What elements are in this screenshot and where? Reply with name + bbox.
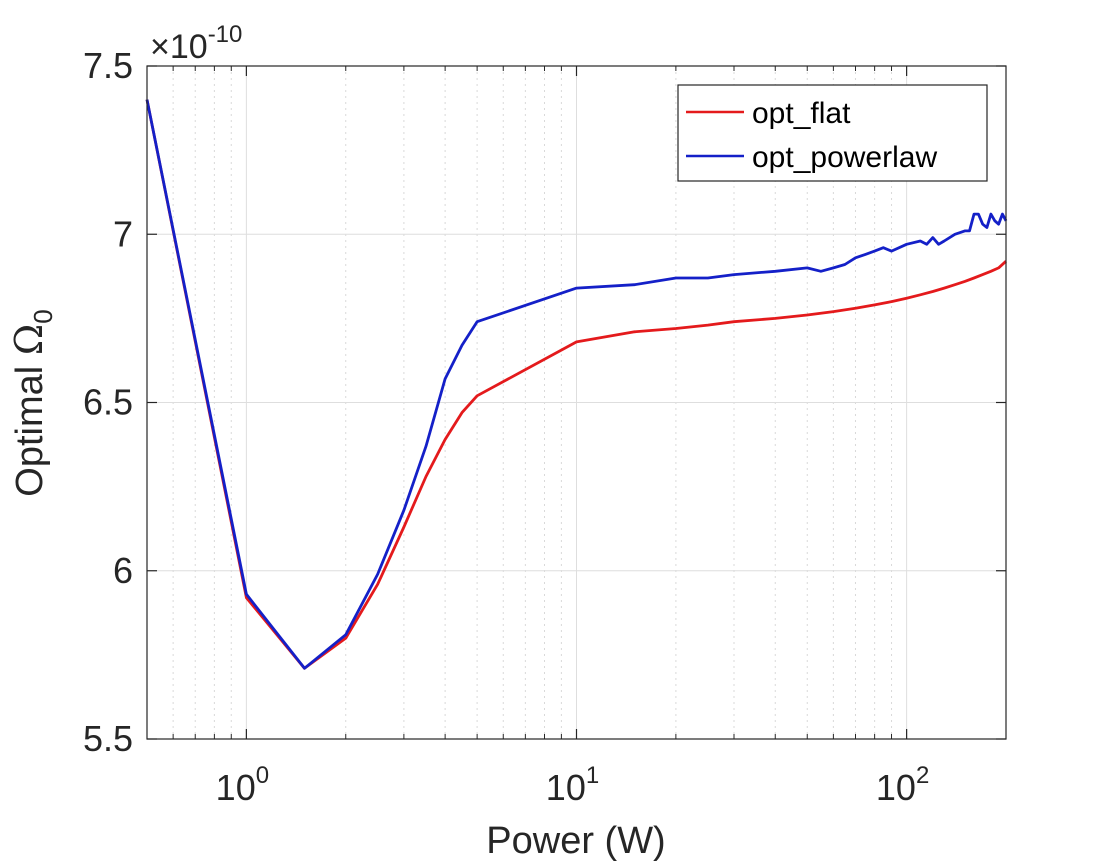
y-axis-multiplier: ×10-10 [150,21,242,66]
legend-label-opt-powerlaw: opt_powerlaw [752,141,937,174]
x-tick-label: 101 [546,762,599,808]
x-tick-exponent: 2 [916,762,929,789]
y-tick-label: 5.5 [83,718,133,759]
y-axis-label: Optimal Ω0 [7,309,58,496]
y-tick-labels: 5.5 6 6.5 7 7.5 [83,45,133,759]
x-tick-base: 10 [876,767,916,808]
x-tick-base: 10 [216,767,256,808]
x-axis-label: Power (W) [486,820,665,862]
tick-layer [147,65,1006,740]
x-tick-label: 102 [876,762,929,808]
series-layer [145,99,1008,670]
series-line-opt-powerlaw [145,99,1008,670]
y-axis-label-symbol: Ω [7,324,51,356]
y-tick-label: 7.5 [83,45,133,86]
y-tick-label: 6 [113,550,133,591]
series-line-opt-flat [145,99,1007,670]
x-tick-labels: 100 101 102 [216,762,930,808]
y-tick-label: 6.5 [83,382,133,423]
legend-box [677,84,988,182]
legend: opt_flat opt_powerlaw [677,84,988,182]
y-axis-label-text: Optimal [9,355,51,496]
y-multiplier-base: ×10 [150,28,208,66]
x-tick-base: 10 [546,767,586,808]
y-tick-label: 7 [113,213,133,254]
x-tick-exponent: 0 [256,762,269,789]
legend-label-opt-flat: opt_flat [752,97,851,130]
x-tick-exponent: 1 [586,762,599,789]
y-multiplier-exponent: -10 [208,21,243,48]
x-tick-label: 100 [216,762,269,808]
grid-layer [147,66,1006,739]
y-axis-label-subscript: 0 [28,309,58,323]
